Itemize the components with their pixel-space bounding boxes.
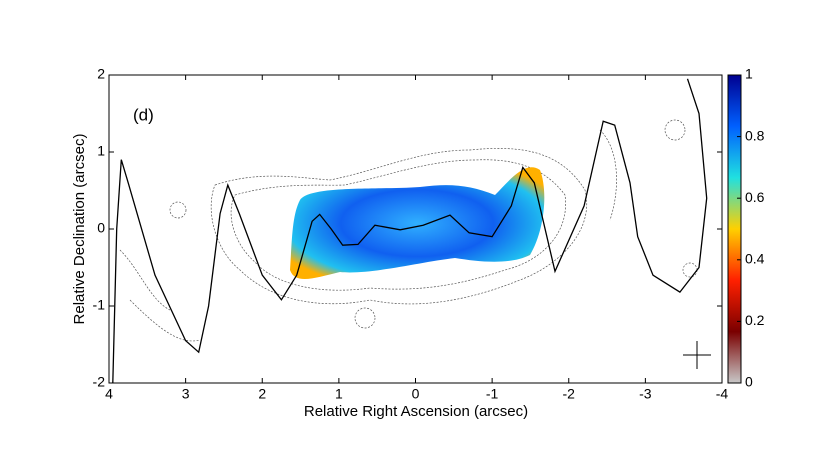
intensity-map (290, 167, 545, 279)
colorbar-tick-label: 1 (745, 66, 753, 82)
colorbar-tick-label: 0.2 (745, 312, 765, 328)
beam-marker (683, 341, 711, 369)
x-tick-label: -4 (716, 386, 729, 402)
colorbar-tick-label: 0 (745, 374, 753, 390)
x-tick-label: -3 (639, 386, 652, 402)
y-tick-label: -1 (93, 297, 106, 313)
contours (119, 119, 698, 342)
colorbar (727, 74, 742, 384)
x-tick-label: -2 (563, 386, 576, 402)
x-tick-label: -1 (486, 386, 499, 402)
x-axis-label: Relative Right Ascension (arcsec) (304, 403, 528, 420)
x-tick-label: 0 (412, 386, 420, 402)
colorbar-tick-label: 0.8 (745, 127, 765, 143)
x-tick-label: 2 (258, 386, 266, 402)
y-axis-label: Relative Declination (arcsec) (71, 134, 88, 325)
colorbar-tick-label: 0.6 (745, 189, 765, 205)
y-tick-label: 1 (97, 143, 105, 159)
line-clip (112, 78, 708, 383)
x-tick-label: 4 (105, 386, 113, 402)
panel-label: (d) (133, 105, 154, 124)
y-tick-label: 2 (97, 66, 105, 82)
x-tick-label: 1 (335, 386, 343, 402)
x-tick-label: 3 (182, 386, 190, 402)
colorbar-tick-label: 0.4 (745, 251, 765, 267)
y-tick-label: 0 (97, 220, 105, 236)
jet-line (112, 78, 708, 383)
y-tick-label: -2 (93, 374, 106, 390)
